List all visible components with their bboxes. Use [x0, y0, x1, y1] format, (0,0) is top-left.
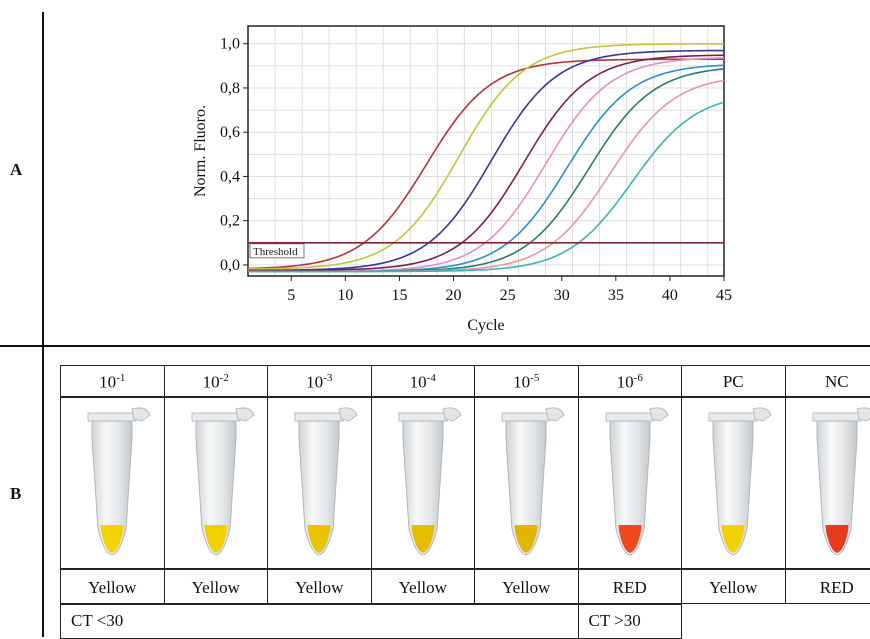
- header-cell: 10-4: [371, 365, 476, 397]
- header-label: 10-2: [165, 372, 268, 393]
- header-exponent: -1: [116, 372, 125, 384]
- result-label: Yellow: [268, 578, 371, 598]
- result-label: Yellow: [372, 578, 475, 598]
- tube-icon: [580, 399, 680, 567]
- y-axis-label: Norm. Fluoro.: [192, 105, 209, 197]
- horizontal-divider: [0, 345, 870, 347]
- result-cell: RED: [578, 569, 683, 604]
- result-cell: Yellow: [60, 569, 165, 604]
- y-tick-label: 1,0: [220, 36, 240, 53]
- header-base: 10: [513, 373, 530, 392]
- result-label: Yellow: [682, 578, 785, 598]
- y-tick-label: 0,6: [220, 124, 240, 141]
- ct-high-cell: CT >30: [578, 604, 683, 639]
- header-exponent: -3: [323, 372, 332, 384]
- result-cell: RED: [785, 569, 870, 604]
- result-cell: Yellow: [164, 569, 269, 604]
- header-label: 10-3: [268, 372, 371, 393]
- y-tick-label: 0,2: [220, 213, 240, 230]
- x-tick-label: 25: [500, 287, 516, 304]
- tube-cell: [371, 397, 476, 569]
- header-label: 10-1: [61, 372, 164, 393]
- tube-icon: [269, 399, 369, 567]
- tube-icon: [373, 399, 473, 567]
- header-cell: 10-1: [60, 365, 165, 397]
- result-cell: Yellow: [681, 569, 786, 604]
- ct-low-cell: CT <30: [60, 604, 579, 639]
- panel-a-label: A: [10, 160, 22, 180]
- header-exponent: -2: [220, 372, 229, 384]
- threshold-label: Threshold: [253, 246, 298, 258]
- result-label: Yellow: [475, 578, 578, 598]
- header-label: 10-5: [475, 372, 578, 393]
- plot-frame: [248, 26, 724, 276]
- tube-icon: [62, 399, 162, 567]
- x-tick-label: 30: [554, 287, 570, 304]
- y-tick-label: 0,8: [220, 80, 240, 97]
- result-cell: Yellow: [474, 569, 579, 604]
- x-axis-label: Cycle: [467, 317, 504, 334]
- result-cell: Yellow: [371, 569, 476, 604]
- header-label: NC: [786, 372, 870, 392]
- series-line-3: [248, 51, 724, 271]
- header-base: 10: [99, 373, 116, 392]
- ct-high-label: CT >30: [589, 611, 641, 631]
- series-line-5: [248, 58, 724, 272]
- header-exponent: -5: [530, 372, 539, 384]
- tube-icon: [476, 399, 576, 567]
- header-base: PC: [723, 372, 744, 391]
- header-base: 10: [410, 373, 427, 392]
- panel-b-label: B: [10, 484, 21, 504]
- x-tick-label: 15: [391, 287, 407, 304]
- header-cell: NC: [785, 365, 870, 397]
- header-cell: 10-2: [164, 365, 269, 397]
- result-label: Yellow: [61, 578, 164, 598]
- tube-icon: [166, 399, 266, 567]
- header-base: NC: [825, 372, 849, 391]
- result-label: RED: [786, 578, 870, 598]
- y-tick-label: 0,0: [220, 257, 240, 274]
- header-exponent: -4: [427, 372, 436, 384]
- result-label: Yellow: [165, 578, 268, 598]
- tube-cell: [785, 397, 870, 569]
- y-tick-label: 0,4: [220, 168, 240, 185]
- x-tick-label: 45: [716, 287, 732, 304]
- header-cell: PC: [681, 365, 786, 397]
- series-line-9: [248, 102, 724, 271]
- header-exponent: -6: [634, 372, 643, 384]
- tube-icon: [683, 399, 783, 567]
- tube-icon: [787, 399, 870, 567]
- amplification-chart: Threshold 5 10 15 20 25 30 35 40 45 0,0 0,2 0,4 0,6 0,…: [170, 10, 750, 340]
- header-cell: 10-3: [267, 365, 372, 397]
- header-label: 10-6: [579, 372, 682, 393]
- tube-cell: [60, 397, 165, 569]
- x-tick-label: 20: [446, 287, 462, 304]
- x-tick-label: 10: [337, 287, 353, 304]
- tube-cell: [681, 397, 786, 569]
- header-cell: 10-5: [474, 365, 579, 397]
- result-label: RED: [579, 578, 682, 598]
- header-label: PC: [682, 372, 785, 392]
- header-base: 10: [306, 373, 323, 392]
- x-tick-label: 5: [287, 287, 295, 304]
- ct-low-label: CT <30: [71, 611, 123, 631]
- header-label: 10-4: [372, 372, 475, 393]
- tube-cell: [164, 397, 269, 569]
- x-tick-label: 35: [608, 287, 624, 304]
- tube-cell: [267, 397, 372, 569]
- tube-cell: [578, 397, 683, 569]
- ct-row-divider: [681, 604, 682, 639]
- result-cell: Yellow: [267, 569, 372, 604]
- header-base: 10: [203, 373, 220, 392]
- x-tick-label: 40: [662, 287, 678, 304]
- tube-cell: [474, 397, 579, 569]
- vertical-divider: [42, 12, 44, 637]
- header-base: 10: [617, 373, 634, 392]
- header-cell: 10-6: [578, 365, 683, 397]
